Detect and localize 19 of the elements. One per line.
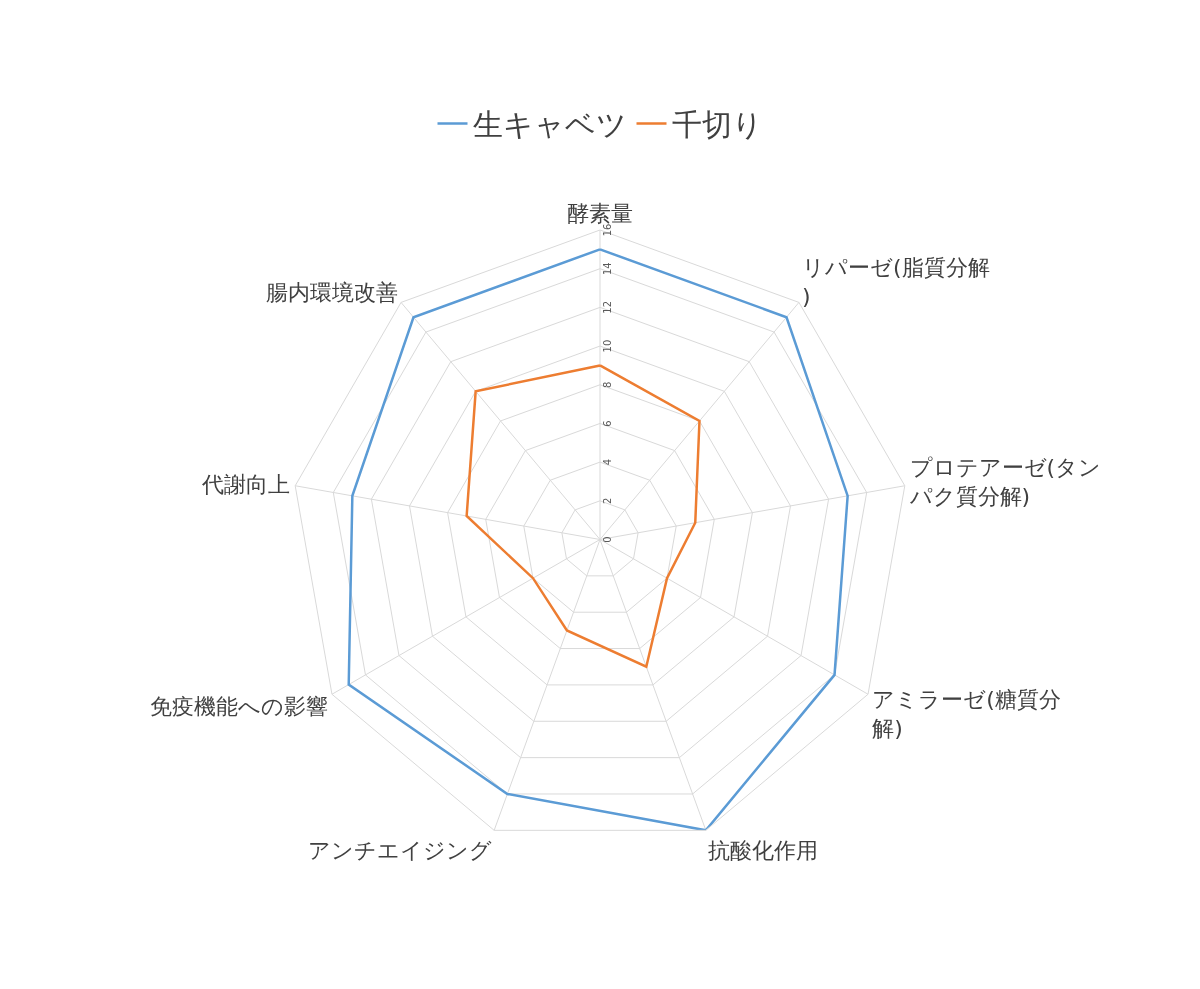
y-tick-label: 16 (601, 223, 613, 237)
y-tick-label: 6 (601, 420, 613, 427)
y-tick-label: 2 (601, 497, 613, 504)
y-tick-label: 0 (601, 536, 613, 543)
spoke-label: 免疫機能への影響 (149, 694, 328, 720)
spoke-label: アミラーゼ(糖質分解) (872, 687, 1061, 741)
y-tick-label: 12 (601, 301, 613, 314)
y-tick-label: 8 (601, 381, 613, 388)
y-tick-label: 4 (601, 458, 613, 466)
legend-label: 千切り (671, 107, 763, 143)
spoke-label: リパーゼ(脂質分解) (802, 254, 990, 309)
legend-label: 生キャベツ (472, 107, 627, 143)
spoke-label: 代謝向上 (201, 471, 291, 497)
spoke-label: 腸内環境改善 (265, 280, 398, 306)
spoke-label: 抗酸化作用 (707, 838, 818, 864)
spoke-label: プロテアーゼ(タンパク質分解) (908, 454, 1102, 509)
y-tick-label: 10 (601, 339, 613, 353)
spoke-label: アンチエイジング (308, 838, 493, 864)
y-tick-label: 14 (601, 262, 613, 276)
